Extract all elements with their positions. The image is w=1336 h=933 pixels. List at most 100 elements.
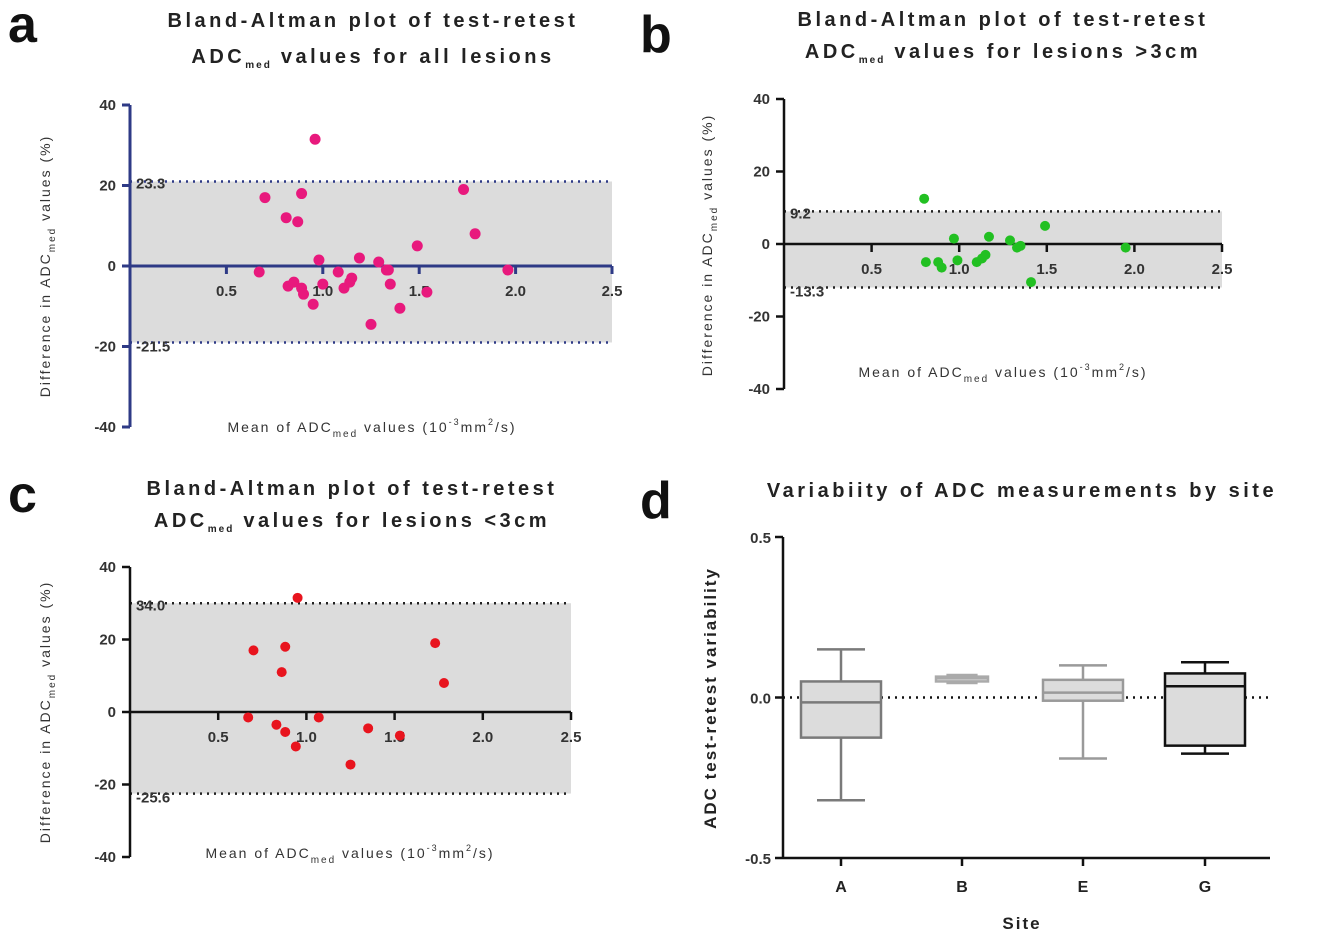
data-point [296, 188, 308, 200]
x-tick-label: 2.0 [505, 283, 526, 300]
data-point [317, 278, 329, 290]
data-point [345, 759, 356, 770]
data-point [936, 262, 947, 273]
y-tick-label: -40 [94, 849, 116, 866]
x-tick-label: 1.0 [296, 729, 317, 746]
data-point [384, 278, 396, 290]
data-point [271, 719, 282, 730]
data-point [394, 302, 406, 314]
y-tick-label: 40 [99, 559, 116, 576]
data-point [469, 228, 481, 240]
data-point [280, 726, 291, 737]
chart-title-line: Bland-Altman plot of test-retest [168, 10, 579, 32]
upper-loa-label: 23.3 [136, 175, 165, 192]
data-point [373, 256, 385, 268]
y-axis-label: ADC test-retest variability [701, 567, 720, 829]
x-tick-label: 2.5 [561, 729, 582, 746]
x-tick-label: 2.0 [472, 729, 493, 746]
x-axis-label: Site [1002, 914, 1041, 933]
y-tick-label: 40 [99, 97, 116, 114]
data-point [307, 298, 319, 310]
panel-letter-b: b [640, 6, 672, 64]
agreement-band [784, 211, 1222, 288]
data-point [332, 266, 344, 278]
y-tick-label: 0 [108, 258, 116, 275]
data-point [365, 318, 377, 330]
data-point [948, 233, 959, 244]
x-tick-label: 1.0 [949, 261, 970, 278]
data-point [411, 240, 423, 252]
x-tick-label: 2.0 [1124, 261, 1145, 278]
data-point [919, 193, 930, 204]
data-point [980, 249, 991, 260]
data-point [292, 216, 304, 228]
lower-loa-label: -21.5 [136, 338, 170, 355]
data-point [394, 730, 405, 741]
y-tick-label: 20 [99, 178, 116, 195]
x-axis-label: Mean of ADCmed values (10-3mm2/s) [227, 417, 516, 440]
chart-title-line: Bland-Altman plot of test-retest [798, 9, 1209, 31]
data-point [1120, 242, 1131, 253]
x-axis-label: Mean of ADCmed values (10-3mm2/s) [205, 843, 494, 866]
data-point [346, 272, 358, 284]
category-label: G [1199, 879, 1211, 896]
data-point [952, 255, 963, 266]
data-point [276, 667, 287, 678]
panel-letter-c: c [8, 466, 37, 524]
box-A [799, 680, 883, 739]
data-point [290, 741, 301, 752]
upper-loa-label: 34.0 [136, 597, 165, 614]
chart-title-line: ADCmed values for lesions >3cm [805, 41, 1201, 66]
data-point [280, 641, 291, 652]
data-point [353, 252, 365, 264]
panel-d-boxplot-by-site: -0.5 0.0 0.5 A B E G Variabiity of ADC measurem… [701, 480, 1274, 933]
x-tick-label: 2.5 [1212, 261, 1233, 278]
lower-loa-label: -25.6 [136, 790, 170, 807]
data-point [313, 254, 325, 266]
y-tick-label: -40 [94, 419, 116, 436]
data-point [1015, 240, 1026, 251]
y-tick-label: -0.5 [745, 851, 771, 868]
x-axis-label: Mean of ADCmed values (10-3mm2/s) [858, 362, 1147, 385]
y-axis-label: Difference in ADCmed values (%) [699, 114, 720, 377]
y-tick-label: -20 [94, 777, 116, 794]
box-E [1041, 678, 1125, 702]
y-tick-label: 20 [99, 632, 116, 649]
panel-b-bland-altman-large: 9.2 -13.3 -40 -20 0 20 40 0.5 1.0 1.5 2.0 2.5 Bland-… [699, 9, 1232, 398]
data-point [253, 266, 265, 278]
category-label: B [956, 879, 968, 896]
y-axis-label: Difference in ADCmed values (%) [37, 581, 58, 844]
y-tick-label: -20 [94, 339, 116, 356]
box-G [1163, 672, 1247, 747]
data-point [363, 723, 374, 734]
y-tick-label: -20 [748, 309, 770, 326]
y-tick-label: 0 [108, 704, 116, 721]
category-label: A [835, 879, 847, 896]
y-tick-label: 0 [762, 236, 770, 253]
panel-letter-d: d [640, 472, 672, 530]
x-tick-label: 0.5 [208, 729, 229, 746]
data-point [280, 212, 292, 224]
agreement-band [130, 181, 612, 343]
data-point [259, 192, 271, 204]
data-point [502, 264, 514, 276]
chart-title-line: ADCmed values for all lesions [191, 46, 554, 71]
x-tick-label: 1.0 [312, 283, 333, 300]
y-tick-label: 0.5 [750, 530, 771, 547]
data-point [983, 231, 994, 242]
data-point [1005, 235, 1016, 246]
y-tick-label: 20 [753, 164, 770, 181]
data-point [1026, 277, 1037, 288]
data-point [298, 288, 310, 300]
data-point [430, 638, 441, 649]
data-point [382, 264, 394, 276]
data-point [313, 712, 324, 723]
y-tick-label: 40 [753, 91, 770, 108]
upper-loa-label: 9.2 [790, 205, 811, 222]
x-tick-label: 0.5 [861, 261, 882, 278]
x-tick-label: 0.5 [216, 283, 237, 300]
data-point [458, 184, 470, 196]
